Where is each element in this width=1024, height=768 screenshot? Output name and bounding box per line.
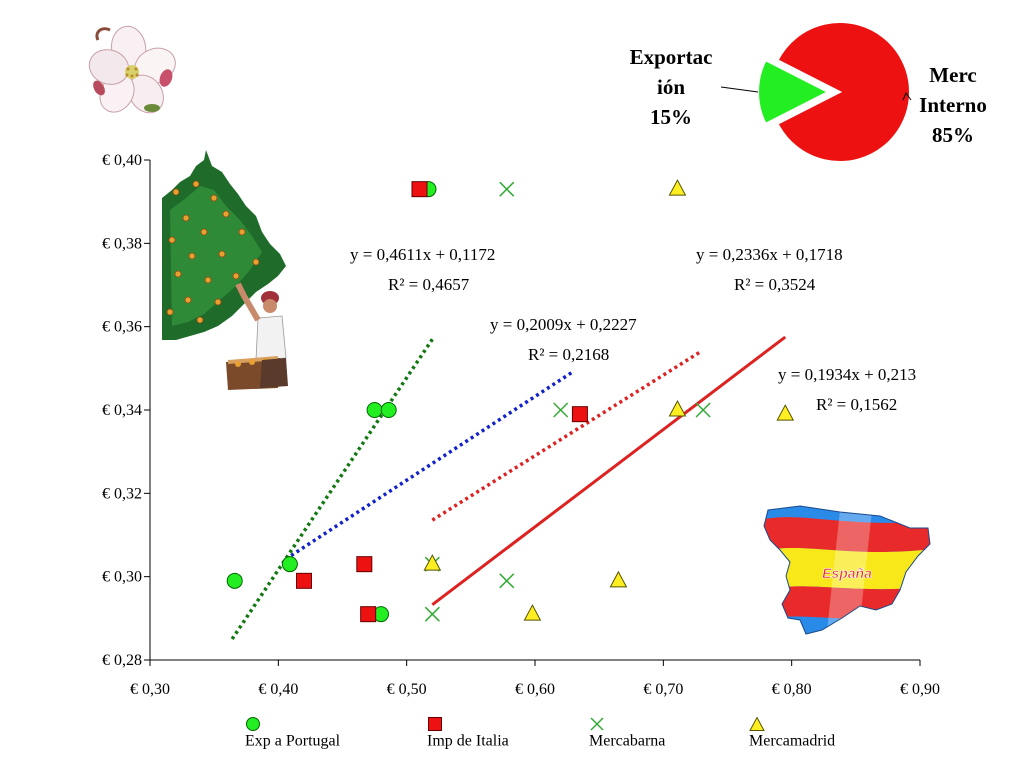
pie-label-line: 85% [932,123,974,147]
data-point-triangle [423,554,442,571]
data-point-square [360,606,377,623]
trendline-r2-1: R² = 0,1562 [816,395,897,414]
spain-flag-map-icon: España [763,505,931,635]
scatter-chart: € 0,28 € 0,30 € 0,32 € 0,34 € 0,36 € 0,38 € 0,… [102,152,940,698]
trendline-equation-1: y = 0,1934x + 0,213 [778,365,916,384]
data-point-x [553,402,569,418]
trendline-1 [431,349,703,522]
trendline-r2-3: R² = 0,3524 [734,275,816,294]
pie-label-line: 15% [650,105,692,129]
pie-slice-1 [776,21,911,163]
pie-label-line: Interno [919,93,987,117]
data-point-x [424,606,440,622]
data-point-x [499,573,515,589]
trendline-r2-2: R² = 0,2168 [528,345,609,364]
map-label: España [822,565,872,581]
legend-label: Mercabarna [589,732,666,750]
pie-leader-line-export [720,86,759,93]
data-point-triangle [776,404,795,421]
x-marker-icon [590,717,604,731]
legend-item-imp-italia: Imp de Italia [427,716,509,750]
trendline-equation-3: y = 0,2336x + 0,1718 [696,245,843,264]
pie-label-export: Exportac ión 15% [612,42,730,132]
square-marker-icon [428,717,442,731]
legend-item-exp-portugal: Exp a Portugal [245,716,340,750]
x-tick-label: € 0,90 [900,681,940,698]
pie-leader-line-internal [902,91,912,101]
trendline-r2-0: R² = 0,4657 [388,275,470,294]
y-tick-label: € 0,28 [102,652,142,669]
legend-item-mercamadrid: Mercamadrid [749,716,835,750]
y-tick-label: € 0,30 [102,569,142,586]
pie-label-internal: Merc Interno 85% [898,60,1008,150]
trendline-2 [290,369,575,558]
y-tick-label: € 0,38 [102,235,142,252]
y-tick-label: € 0,34 [102,402,142,419]
trendline-3 [431,335,787,606]
legend-label: Exp a Portugal [245,732,341,750]
data-point-circle [366,402,383,418]
y-tick-label: € 0,32 [102,485,142,502]
x-tick-label: € 0,70 [643,681,683,698]
chart-legend: Exp a Portugal Imp de Italia Mercabarna … [245,712,945,749]
y-tick-label: € 0,36 [102,319,142,336]
data-point-circle [226,572,243,589]
farmer-picking-fruit-icon [162,150,288,390]
triangle-marker-icon [749,716,765,731]
x-tick-label: € 0,60 [515,681,555,698]
data-point-square [411,181,428,198]
data-point-x [499,181,515,197]
trendline-0 [230,338,434,640]
data-point-triangle [609,570,628,588]
pie-slice-0 [757,58,831,126]
x-tick-label: € 0,80 [772,681,812,698]
pie-label-line: ión [656,75,685,99]
legend-label: Mercamadrid [749,732,836,750]
y-tick-label: € 0,40 [102,152,142,169]
pie-label-line: Merc [929,63,977,87]
x-tick-label: € 0,50 [387,681,427,698]
data-point-circle [380,402,397,418]
data-point-triangle [668,179,687,196]
circle-marker-icon [246,717,260,731]
x-tick-label: € 0,40 [258,681,298,698]
data-point-x [695,402,711,418]
legend-label: Imp de Italia [427,732,509,750]
pie-label-line: Exportac [629,45,713,69]
data-point-triangle [523,604,542,621]
apple-blossom-icon [88,25,176,114]
data-point-square [571,406,588,423]
legend-item-mercabarna: Mercabarna [589,716,665,750]
x-tick-label: € 0,30 [130,681,170,698]
data-point-square [356,556,373,573]
trendline-equation-0: y = 0,4611x + 0,1172 [350,245,495,264]
trendline-equation-2: y = 0,2009x + 0,2227 [490,315,637,334]
data-point-triangle [668,399,687,417]
data-point-circle [281,556,298,573]
pie-chart [757,21,911,163]
data-point-square [296,572,312,589]
